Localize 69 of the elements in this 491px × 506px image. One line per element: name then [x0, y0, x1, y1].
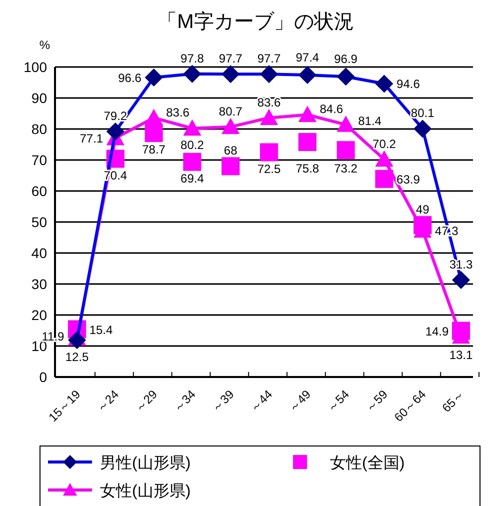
data-label: 12.5 [65, 350, 89, 364]
point [183, 152, 202, 171]
data-label: 13.1 [449, 348, 473, 362]
data-label: 15.4 [89, 322, 113, 337]
x-tick-label: ～29 [132, 387, 160, 416]
x-tick-label: ～44 [247, 387, 276, 416]
legend-label: 女性(全国) [330, 455, 405, 472]
data-label: 70.2 [372, 136, 396, 151]
data-label: 75.8 [296, 162, 320, 176]
point [414, 216, 432, 234]
data-label: 94.6 [396, 77, 420, 92]
x-tick-label: ～24 [94, 387, 122, 416]
y-tick-label: 40 [31, 245, 48, 261]
data-label: 97.8 [180, 51, 204, 66]
y-tick-label: 30 [31, 276, 48, 292]
data-label: 68 [224, 144, 238, 158]
y-tick-label: 90 [31, 90, 48, 106]
data-label: 14.9 [425, 324, 449, 338]
point [260, 143, 278, 162]
data-label: 72.5 [257, 162, 281, 176]
x-tick-label: ～34 [170, 387, 199, 416]
point [336, 141, 355, 160]
point [260, 108, 278, 126]
y-tick-label: 80 [31, 121, 48, 137]
data-label: 96.6 [118, 71, 142, 86]
legend-label: 男性(山形県) [100, 454, 191, 472]
data-label: 78.7 [142, 142, 166, 157]
data-label: 80.7 [218, 104, 243, 118]
x-tick-label: ～39 [208, 387, 237, 416]
data-label: 83.6 [257, 95, 281, 110]
x-tick-label: ～49 [286, 387, 314, 416]
data-label: 73.2 [334, 162, 358, 176]
data-label: 81.4 [358, 114, 382, 128]
y-axis-title: % [39, 38, 50, 52]
point [144, 124, 163, 142]
data-label: 97.7 [257, 52, 281, 66]
chart-title: 「M字カーブ」の状況 [157, 10, 354, 33]
data-label: 83.6 [166, 105, 190, 120]
data-label: 97.7 [218, 52, 243, 66]
point [336, 116, 355, 132]
data-label: 97.4 [296, 50, 320, 65]
data-label: 77.1 [80, 131, 104, 146]
point [298, 133, 316, 152]
x-tick-label: 60～64 [391, 386, 429, 424]
data-label: 63.9 [396, 172, 420, 186]
data-label: 80.1 [410, 106, 435, 120]
point [183, 119, 202, 136]
data-label: 96.9 [334, 52, 358, 66]
y-tick-label: 0 [39, 369, 48, 385]
point [222, 118, 240, 134]
y-tick-label: 20 [31, 307, 48, 323]
point [452, 322, 470, 340]
point [298, 106, 316, 122]
x-tick-label: ～59 [362, 387, 391, 416]
point [375, 170, 394, 188]
point [222, 157, 240, 176]
x-tick-label: ～54 [324, 387, 352, 416]
point [375, 150, 394, 167]
x-tick-label: 65～ [439, 387, 468, 416]
y-tick-label: 50 [31, 214, 48, 230]
legend-label: 女性(山形県) [100, 482, 191, 500]
y-tick-label: 60 [31, 183, 48, 199]
x-tick-label: 15～19 [46, 386, 84, 424]
data-label: 84.6 [320, 102, 344, 116]
y-tick-label: 100 [24, 59, 48, 75]
y-tick-label: 70 [31, 152, 48, 168]
data-label: 49 [416, 202, 430, 217]
data-label: 80.2 [180, 138, 204, 152]
data-label: 69.4 [180, 171, 204, 186]
